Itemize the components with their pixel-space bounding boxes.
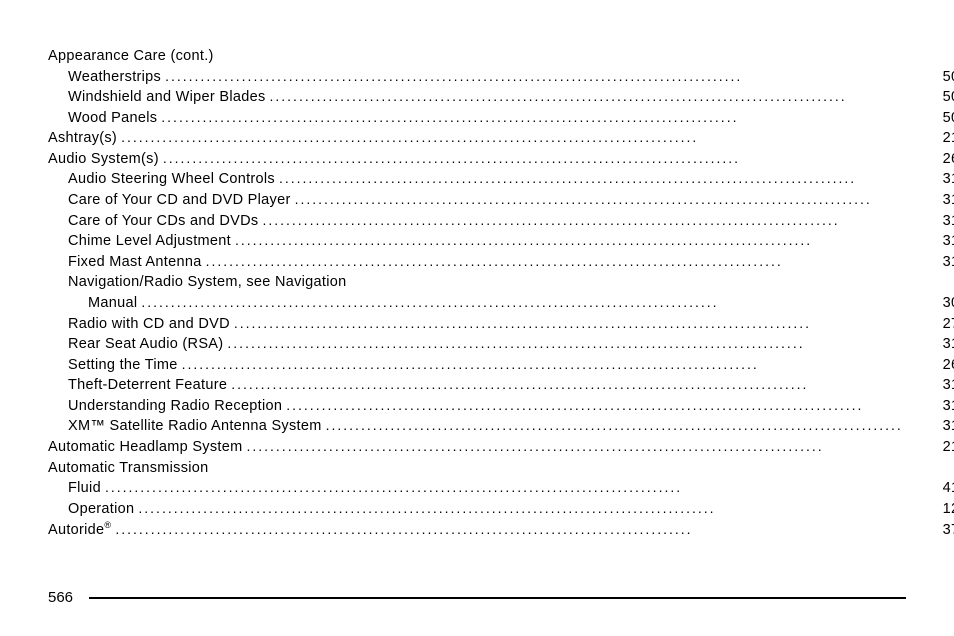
entry-label: Theft-Deterrent Feature	[68, 375, 227, 396]
entry-label: Audio Steering Wheel Controls	[68, 169, 275, 190]
leader-dots	[231, 375, 927, 395]
index-entry: Operation 129	[48, 499, 954, 520]
entry-page: 319	[934, 416, 954, 437]
leader-dots	[161, 108, 927, 128]
index-entry: Automatic Headlamp System 210	[48, 437, 954, 458]
leader-dots	[279, 169, 928, 189]
index-entry: Understanding Radio Reception 317	[48, 396, 954, 417]
leader-dots	[246, 437, 927, 457]
index-column: Appearance Care (cont.)Weatherstrips501W…	[48, 46, 954, 576]
index-entry: Fixed Mast Antenna 318	[48, 252, 954, 273]
leader-dots	[286, 396, 927, 416]
entry-label: Ashtray(s)	[48, 128, 117, 149]
leader-dots	[326, 416, 928, 436]
index-entry: Setting the Time 269	[48, 355, 954, 376]
index-entry: Radio with CD and DVD 270	[48, 314, 954, 335]
entry-page: 319	[934, 231, 954, 252]
entry-label: Audio System(s)	[48, 149, 159, 170]
entry-page: 379	[934, 520, 954, 541]
index-entry: Care of Your CD and DVD Player 318	[48, 190, 954, 211]
index-entry: Chime Level Adjustment 319	[48, 231, 954, 252]
entry-page: 316	[934, 169, 954, 190]
entry-page: 210	[934, 437, 954, 458]
footer-rule	[89, 597, 906, 599]
page-footer: 566	[48, 589, 906, 606]
index-entry: Autoride® 379	[48, 519, 954, 540]
entry-label: Autoride®	[48, 519, 111, 540]
index-entry: XM™ Satellite Radio Antenna System 319	[48, 416, 954, 437]
index-entry: Appearance Care (cont.)	[48, 46, 954, 67]
index-entry: Theft-Deterrent Feature 315	[48, 375, 954, 396]
index-page: Appearance Care (cont.)Weatherstrips501W…	[0, 0, 954, 636]
entry-page: 415	[934, 478, 954, 499]
entry-page: 501	[934, 67, 954, 88]
entry-label: Setting the Time	[68, 355, 178, 376]
index-entry: Ashtray(s) 218	[48, 128, 954, 149]
leader-dots	[105, 478, 928, 498]
index-entry: Weatherstrips 501	[48, 67, 954, 88]
entry-label: Care of Your CDs and DVDs	[68, 211, 258, 232]
leader-dots	[227, 334, 927, 354]
entry-label: Fixed Mast Antenna	[68, 252, 202, 273]
entry-page: 318	[934, 211, 954, 232]
index-entry: Audio System(s) 267	[48, 149, 954, 170]
entry-label: Navigation/Radio System, see Navigation	[68, 272, 346, 293]
index-entry: Rear Seat Audio (RSA) 313	[48, 334, 954, 355]
leader-dots	[141, 293, 927, 313]
leader-dots	[262, 211, 927, 231]
index-entry: Wood Panels 500	[48, 108, 954, 129]
index-entry-continuation: Manual 302	[48, 293, 954, 314]
leader-dots	[165, 67, 928, 87]
entry-label: Radio with CD and DVD	[68, 314, 230, 335]
leader-dots	[270, 87, 928, 107]
entry-page: 269	[934, 355, 954, 376]
index-columns: Appearance Care (cont.)Weatherstrips501W…	[48, 46, 906, 576]
entry-label: Care of Your CD and DVD Player	[68, 190, 291, 211]
entry-page: 129	[934, 499, 954, 520]
page-number: 566	[48, 589, 73, 606]
leader-dots	[235, 231, 928, 251]
index-entry: Fluid 415	[48, 478, 954, 499]
entry-label: Operation	[68, 499, 134, 520]
entry-page: 270	[934, 314, 954, 335]
leader-dots	[234, 314, 928, 334]
leader-dots	[121, 128, 928, 148]
entry-page: 317	[934, 396, 954, 417]
entry-label: Windshield and Wiper Blades	[68, 87, 266, 108]
entry-label: XM™ Satellite Radio Antenna System	[68, 416, 322, 437]
index-entry: Automatic Transmission	[48, 458, 954, 479]
leader-dots	[163, 149, 928, 169]
entry-label: Wood Panels	[68, 108, 157, 129]
entry-label: Fluid	[68, 478, 101, 499]
entry-label: Appearance Care (cont.)	[48, 46, 214, 67]
index-entry: Audio Steering Wheel Controls 316	[48, 169, 954, 190]
entry-page: 318	[934, 190, 954, 211]
entry-page: 318	[934, 252, 954, 273]
entry-label: Automatic Transmission	[48, 458, 209, 479]
entry-page: 503	[934, 87, 954, 108]
entry-label: Manual	[88, 293, 137, 314]
entry-page: 267	[934, 149, 954, 170]
leader-dots	[295, 190, 928, 210]
entry-label: Chime Level Adjustment	[68, 231, 231, 252]
index-entry: Navigation/Radio System, see Navigation	[48, 272, 954, 293]
entry-page: 313	[934, 334, 954, 355]
leader-dots	[138, 499, 927, 519]
leader-dots	[206, 252, 928, 272]
entry-page: 315	[934, 375, 954, 396]
index-entry: Windshield and Wiper Blades 503	[48, 87, 954, 108]
entry-label: Weatherstrips	[68, 67, 161, 88]
entry-page: 218	[934, 128, 954, 149]
entry-label: Understanding Radio Reception	[68, 396, 282, 417]
entry-page: 500	[934, 108, 954, 129]
leader-dots	[182, 355, 928, 375]
leader-dots	[115, 520, 927, 540]
index-entry: Care of Your CDs and DVDs 318	[48, 211, 954, 232]
entry-label: Automatic Headlamp System	[48, 437, 242, 458]
entry-label: Rear Seat Audio (RSA)	[68, 334, 223, 355]
entry-page: 302	[934, 293, 954, 314]
